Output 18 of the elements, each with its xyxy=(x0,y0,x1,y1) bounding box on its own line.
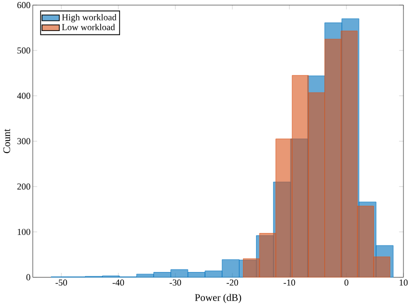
y-axis-title: Count xyxy=(3,128,10,153)
y-tick-label: 0 xyxy=(26,274,30,280)
legend-label: Low workload xyxy=(62,24,115,30)
legend-label: High workload xyxy=(62,14,116,22)
x-tick-label: 10 xyxy=(400,279,408,286)
y-tick-label: 300 xyxy=(17,138,30,144)
y-tick-label: 200 xyxy=(17,183,30,190)
x-tick-label: -20 xyxy=(226,279,238,286)
y-tick-label: 400 xyxy=(17,92,30,99)
y-tick-label: 100 xyxy=(18,228,30,235)
x-tick-label: 0 xyxy=(344,279,348,286)
y-tick-label: 500 xyxy=(17,47,30,54)
y-tick-label: 600 xyxy=(17,2,30,8)
x-tick-label: -10 xyxy=(284,279,296,286)
x-axis-title: Power (dB) xyxy=(194,294,242,303)
x-tick-label: -40 xyxy=(112,279,124,286)
x-tick-label: -50 xyxy=(56,279,68,286)
x-tick-label: -30 xyxy=(170,279,182,286)
